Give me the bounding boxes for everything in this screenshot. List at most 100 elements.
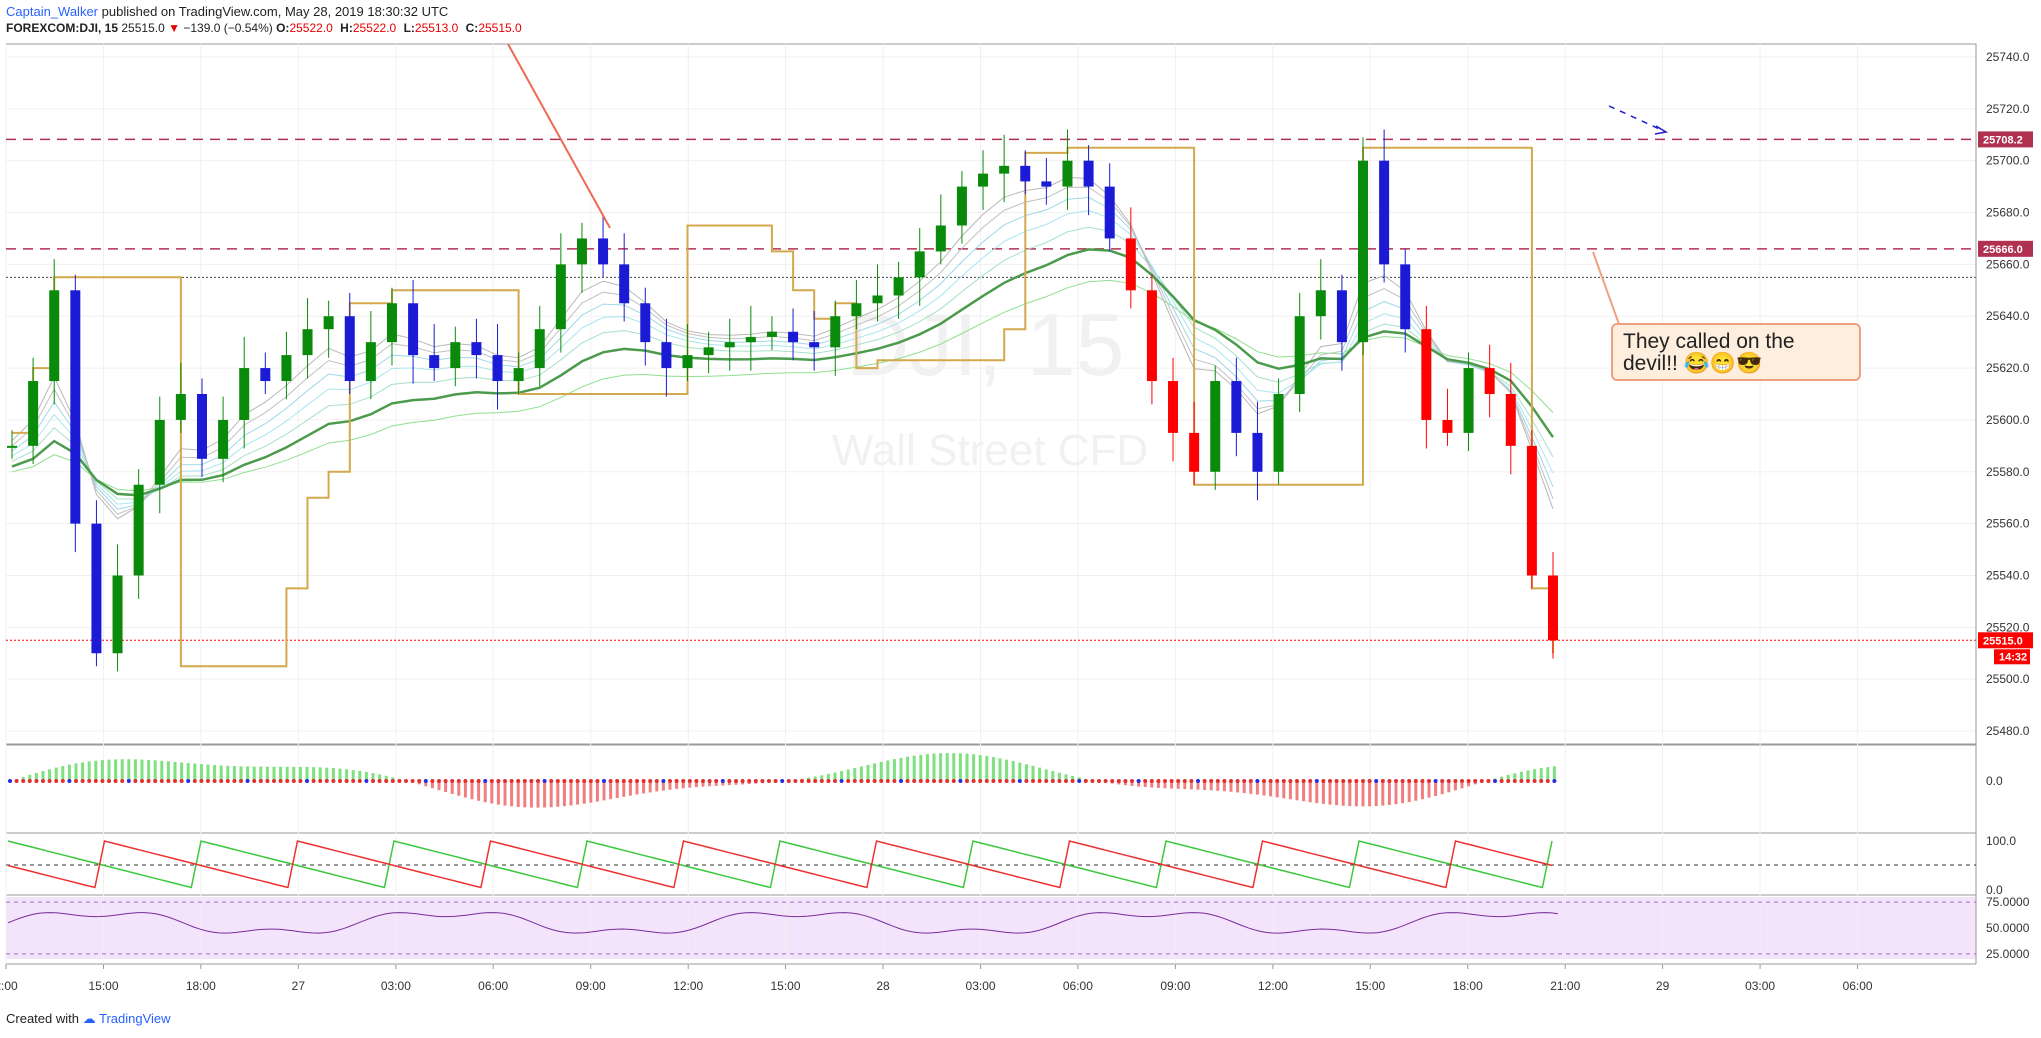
- pane-frames: [5, 43, 1977, 965]
- tradingview-link[interactable]: TradingView: [99, 1011, 171, 1026]
- stoch-tick-label: 100.0: [1986, 834, 2016, 848]
- osc-dot: [384, 779, 389, 783]
- osc-dot: [1268, 779, 1273, 783]
- candle-body: [1125, 238, 1136, 291]
- osc-dot: [1473, 779, 1478, 783]
- osc-dot: [1130, 779, 1134, 783]
- osc-dot: [641, 779, 646, 783]
- candle-body: [1336, 290, 1347, 343]
- candle-body: [576, 238, 587, 265]
- price-label-box: [1978, 240, 2033, 257]
- osc-dot: [740, 779, 745, 783]
- osc-dot: [984, 779, 989, 783]
- candle-body: [766, 331, 777, 337]
- time-tick-label: 15:00: [88, 979, 118, 993]
- annotation-callout[interactable]: They called on the devil!! 😂😁😎: [1611, 323, 1861, 381]
- horizontal-levels: [6, 138, 1976, 641]
- time-axis[interactable]: 2:00 15:00 18:00 27 03:00 06:00 09:00 12:00 15:0…: [0, 964, 1873, 993]
- osc-dot: [186, 779, 191, 783]
- osc-dot: [338, 779, 342, 783]
- candle-body: [196, 394, 207, 459]
- osc-dot: [331, 779, 336, 783]
- high-label: H:: [340, 21, 353, 35]
- time-tick-label: 09:00: [576, 979, 606, 993]
- time-tick-label: 06:00: [1843, 979, 1873, 993]
- osc-tick-label: 0.0: [1986, 774, 2003, 788]
- candle-body: [935, 225, 946, 252]
- candle-body: [175, 394, 186, 420]
- osc-dot: [707, 779, 712, 783]
- osc-dot: [773, 779, 778, 783]
- osc-dot: [1341, 779, 1346, 783]
- osc-dot: [60, 779, 65, 783]
- author-link[interactable]: Captain_Walker: [6, 4, 99, 19]
- candle-body: [1189, 432, 1200, 472]
- price-tick-label: 25580.0: [1986, 465, 2030, 479]
- osc-dot: [753, 779, 758, 783]
- candle-body: [1252, 432, 1263, 472]
- price-tick-label: 25520.0: [1986, 620, 2030, 634]
- osc-dot: [239, 779, 243, 783]
- osc-dot: [899, 779, 903, 783]
- osc-dot: [852, 779, 857, 783]
- osc-dot: [588, 779, 593, 783]
- time-tick-label: 28: [876, 979, 890, 993]
- osc-dot: [872, 779, 877, 783]
- countdown-text: 14:32: [1999, 651, 2027, 663]
- candle-body: [661, 342, 672, 369]
- osc-dot: [714, 779, 719, 783]
- osc-dot: [734, 779, 738, 783]
- time-tick-label: 12:00: [673, 979, 703, 993]
- osc-dot: [668, 779, 672, 783]
- osc-dot: [1077, 779, 1082, 783]
- ribbon-line: [11, 176, 1554, 520]
- time-tick-label: 2:00: [0, 979, 18, 993]
- osc-dot: [278, 779, 283, 783]
- osc-dot: [826, 779, 831, 783]
- osc-dot: [496, 779, 501, 783]
- oscillator-pane: 0.0: [8, 753, 2003, 808]
- open-value: 25522.0: [289, 21, 333, 35]
- osc-dot: [1479, 779, 1484, 783]
- osc-dot: [1222, 779, 1227, 783]
- osc-dot: [1519, 779, 1524, 783]
- osc-dot: [1202, 779, 1207, 783]
- osc-dot: [971, 779, 976, 783]
- osc-dot: [701, 779, 705, 783]
- osc-dot: [509, 779, 514, 783]
- candle-body: [682, 355, 693, 369]
- osc-dot: [1334, 779, 1339, 783]
- candle-body: [513, 368, 524, 382]
- osc-dot: [1011, 779, 1016, 783]
- osc-dot: [272, 779, 276, 783]
- candle-body: [1548, 575, 1558, 641]
- rsi-tick-label: 75.0000: [1986, 895, 2030, 909]
- price-tick-label: 25740.0: [1986, 50, 2030, 64]
- price-tick-label: 25640.0: [1986, 309, 2030, 323]
- candle-body: [302, 329, 313, 356]
- osc-dot: [344, 779, 349, 783]
- candle-body: [70, 290, 81, 524]
- candle-body: [745, 336, 756, 343]
- osc-dot: [371, 779, 375, 783]
- osc-dot: [1044, 779, 1049, 783]
- osc-dot: [1189, 779, 1194, 783]
- trendline-red[interactable]: [507, 43, 611, 229]
- candle-body: [1210, 381, 1221, 472]
- candle-body: [112, 575, 123, 654]
- osc-dot: [608, 779, 613, 783]
- osc-dot: [780, 779, 785, 783]
- osc-dot: [1545, 779, 1550, 783]
- candle-body: [1020, 165, 1031, 182]
- osc-dot: [806, 779, 811, 783]
- trendline-blue-dashed[interactable]: [1608, 105, 1667, 133]
- osc-dot: [991, 779, 996, 783]
- osc-dot: [1242, 779, 1247, 783]
- osc-dot: [27, 779, 32, 783]
- osc-dot: [1110, 779, 1115, 783]
- price-axis[interactable]: 25740.0 25720.0 25700.0 25680.0 25660.0 25640…: [1975, 44, 2030, 964]
- osc-dot: [34, 779, 39, 783]
- osc-dot: [417, 779, 422, 783]
- osc-dot: [47, 779, 52, 783]
